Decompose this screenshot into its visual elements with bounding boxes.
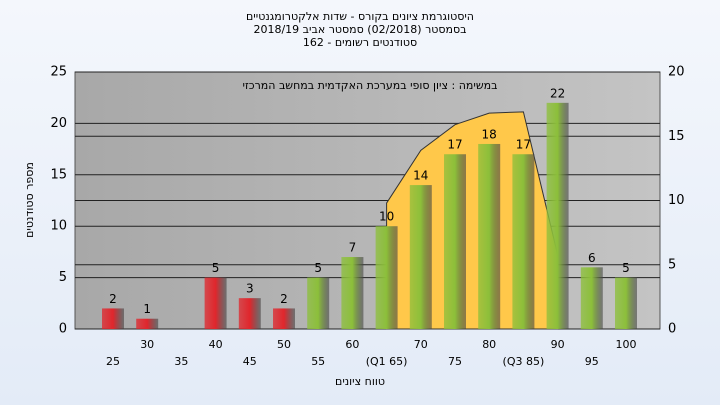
bar [615, 277, 637, 329]
y-tick-label: 25 [50, 65, 67, 80]
x-tick-label: 80 [482, 338, 496, 351]
y-tick-label: 5 [59, 270, 67, 285]
value-label: 5 [212, 261, 220, 275]
bar [307, 277, 330, 329]
bar [580, 267, 603, 329]
y-tick-label: 10 [50, 219, 67, 234]
value-label: 17 [516, 138, 531, 152]
value-label: 5 [622, 261, 630, 275]
bar [238, 298, 261, 329]
value-label: 22 [550, 86, 565, 100]
y2-tick-label: 15 [668, 129, 685, 144]
x-tick-label: 95 [585, 355, 599, 368]
y2-tick-label: 5 [668, 257, 676, 272]
y2-tick-label: 20 [668, 65, 685, 80]
annotation: במשימה : ציון סופי במערכת האקדמית במחשב … [243, 79, 498, 92]
x-tick-label: 35 [174, 355, 188, 368]
y2-tick-label: 10 [668, 193, 685, 208]
y-tick-label: 0 [59, 322, 67, 337]
y-tick-label: 15 [50, 167, 67, 182]
value-label: 14 [413, 169, 428, 183]
x-tick-label: 25 [106, 355, 120, 368]
value-label: 17 [447, 138, 462, 152]
x-tick-label: (Q1 65) [366, 355, 408, 368]
value-label: 3 [246, 282, 254, 296]
subtitle: סטודנטים רשומים - 162 [303, 36, 417, 49]
value-label: 10 [379, 210, 394, 224]
subtitle: בסמסטר (02/2018) סמסטר אביב 2018/19 [253, 23, 466, 36]
value-label: 1 [143, 302, 151, 316]
x-tick-label: 45 [243, 355, 257, 368]
bar [409, 185, 432, 329]
value-label: 7 [349, 241, 357, 255]
y2-tick-label: 0 [668, 322, 676, 337]
bar [478, 143, 501, 329]
bar [512, 154, 535, 329]
x-tick-label: 100 [616, 338, 637, 351]
bar [375, 226, 398, 329]
value-label: 6 [588, 251, 596, 265]
x-tick-label: 30 [140, 338, 154, 351]
x-tick-label: 50 [277, 338, 291, 351]
x-tick-label: 55 [311, 355, 325, 368]
value-label: 2 [109, 292, 117, 306]
x-tick-label: (Q3 85) [503, 355, 545, 368]
x-tick-label: 60 [345, 338, 359, 351]
bar [546, 102, 569, 329]
bar [341, 257, 364, 329]
x-tick-label: 75 [448, 355, 462, 368]
bar [273, 308, 295, 329]
x-tick-label: 40 [209, 338, 223, 351]
bar [136, 318, 159, 329]
chart-title: היסטוגרמת ציונים בקורס - שדות אלקטרומגנט… [246, 10, 474, 23]
y-axis-label: מספר סטודנטים [23, 162, 36, 238]
x-axis-label: טווח ציונים [335, 375, 385, 388]
bar [444, 154, 466, 329]
x-tick-label: 70 [414, 338, 428, 351]
y-tick-label: 20 [50, 116, 67, 131]
value-label: 18 [482, 127, 497, 141]
value-label: 5 [314, 261, 322, 275]
bar [204, 277, 227, 329]
x-tick-label: 90 [551, 338, 565, 351]
bar [102, 308, 124, 329]
value-label: 2 [280, 292, 288, 306]
